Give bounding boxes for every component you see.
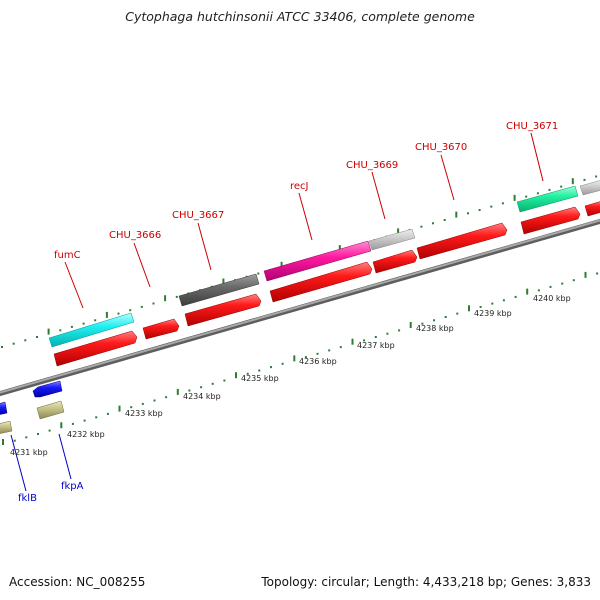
gene-label-chu3671: CHU_3671: [506, 121, 558, 132]
gene-fumc-inner: [53, 330, 138, 367]
scale-label-4239: 4239 kbp: [474, 309, 512, 318]
forward-gene-labels: fumC CHU_3666 CHU_3667 recJ CHU_3669 CHU…: [54, 121, 558, 261]
gene-fkpa-blue: [32, 380, 63, 398]
gene-fkpa-khaki: [36, 400, 65, 420]
gene-recj-inner: [269, 261, 373, 303]
gene-edge-outer: [579, 180, 600, 196]
scale-label-4237: 4237 kbp: [357, 341, 395, 350]
scale-label-4234: 4234 kbp: [183, 392, 221, 401]
scale-labels: 4231 kbp 4232 kbp 4233 kbp 4234 kbp 4235…: [10, 294, 571, 457]
scale-label-4232: 4232 kbp: [67, 430, 105, 439]
scale-label-4236: 4236 kbp: [299, 357, 337, 366]
scale-label-4235: 4235 kbp: [241, 374, 279, 383]
gene-chu3671-inner: [520, 206, 581, 235]
reverse-genes: [0, 380, 65, 434]
accession-text: Accession: NC_008255: [9, 575, 146, 589]
gene-chu3669-outer: [368, 228, 416, 251]
topology-text: Topology: circular; Length: 4,433,218 bp…: [261, 575, 591, 589]
gene-chu3666-inner: [142, 318, 180, 340]
gene-label-fkpa: fkpA: [61, 481, 84, 492]
gene-label-chu3666: CHU_3666: [109, 230, 161, 241]
gene-label-fumc: fumC: [54, 250, 81, 261]
gene-label-chu3669: CHU_3669: [346, 160, 398, 171]
gene-label-fklb: fklB: [18, 493, 37, 504]
gene-chu3667-inner: [184, 293, 262, 327]
gene-fklb-partial: [0, 401, 8, 415]
scale-label-4231: 4231 kbp: [10, 448, 48, 457]
tick-row-forward: [1, 175, 598, 348]
forward-genes: [48, 180, 600, 367]
gene-fumc-outer: [48, 312, 135, 348]
tick-row-reverse: [2, 271, 599, 445]
gene-chu3670-inner: [416, 222, 508, 260]
gene-label-chu3667: CHU_3667: [172, 210, 224, 221]
gene-label-recj: recJ: [290, 181, 309, 192]
gene-chu3667-outer: [178, 273, 260, 307]
gene-edge-inner: [584, 201, 600, 217]
gene-chu3671-outer: [516, 185, 579, 213]
map-title: Cytophaga hutchinsonii ATCC 33406, compl…: [125, 9, 475, 24]
genome-backbone: [0, 218, 600, 397]
scale-label-4233: 4233 kbp: [125, 409, 163, 418]
reverse-label-leaders: [10, 433, 72, 492]
gene-recj-outer: [263, 240, 372, 282]
reverse-gene-labels: fklB fkpA: [18, 481, 84, 504]
scale-label-4238: 4238 kbp: [416, 324, 454, 333]
gene-fklb-khaki-partial: [0, 420, 13, 434]
gene-label-chu3670: CHU_3670: [415, 142, 467, 153]
scale-label-4240: 4240 kbp: [533, 294, 571, 303]
gene-chu3669-inner: [372, 249, 418, 274]
forward-label-leaders: [64, 132, 544, 309]
